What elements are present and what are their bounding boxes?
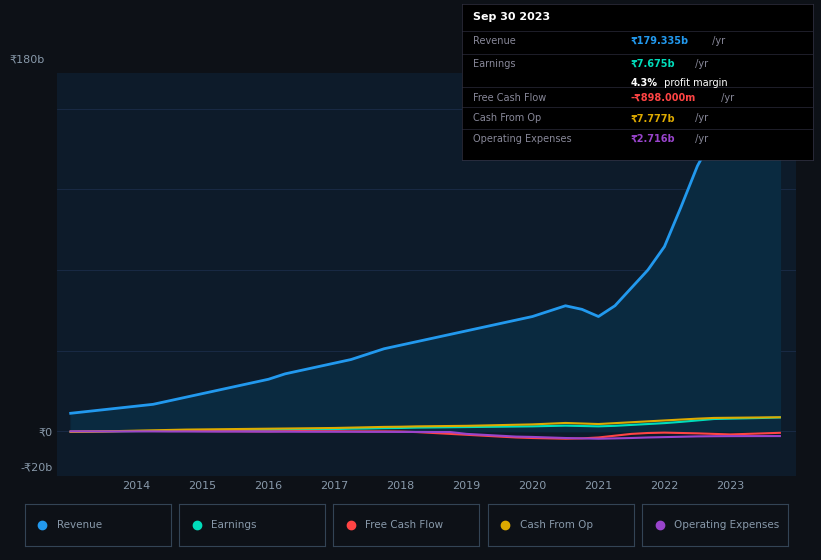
Text: Cash From Op: Cash From Op xyxy=(473,114,541,123)
Text: Earnings: Earnings xyxy=(473,59,516,69)
Text: Cash From Op: Cash From Op xyxy=(520,520,593,530)
Text: ₹179.335b: ₹179.335b xyxy=(631,36,689,45)
Text: ₹180b: ₹180b xyxy=(10,55,44,65)
Text: /yr: /yr xyxy=(692,134,708,144)
Text: /yr: /yr xyxy=(692,59,708,69)
Text: ₹7.777b: ₹7.777b xyxy=(631,114,675,123)
Text: ₹7.675b: ₹7.675b xyxy=(631,59,675,69)
Text: Revenue: Revenue xyxy=(57,520,102,530)
Text: 4.3%: 4.3% xyxy=(631,78,658,88)
Text: Sep 30 2023: Sep 30 2023 xyxy=(473,12,550,22)
Text: Operating Expenses: Operating Expenses xyxy=(473,134,571,144)
Text: Operating Expenses: Operating Expenses xyxy=(674,520,779,530)
Text: /yr: /yr xyxy=(692,114,708,123)
Text: Free Cash Flow: Free Cash Flow xyxy=(473,93,546,103)
Text: ₹2.716b: ₹2.716b xyxy=(631,134,675,144)
Text: Earnings: Earnings xyxy=(211,520,257,530)
Text: Free Cash Flow: Free Cash Flow xyxy=(365,520,443,530)
Text: profit margin: profit margin xyxy=(662,78,728,88)
Text: /yr: /yr xyxy=(718,93,734,103)
Text: Revenue: Revenue xyxy=(473,36,516,45)
Text: /yr: /yr xyxy=(709,36,726,45)
Text: -₹898.000m: -₹898.000m xyxy=(631,93,695,103)
